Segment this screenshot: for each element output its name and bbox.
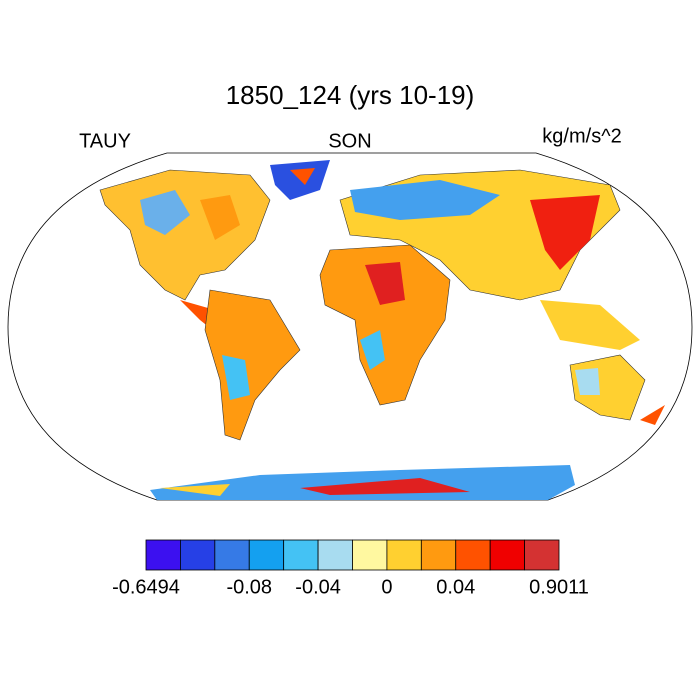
land-patch [140, 190, 190, 235]
land [640, 405, 665, 425]
colorbar-label: 0.9011 [529, 576, 589, 598]
colorbar-label: 0.04 [436, 576, 475, 598]
left-label: TAUY [79, 130, 131, 152]
colorbar-box [455, 539, 491, 571]
colorbar-box [145, 539, 181, 571]
land [150, 465, 575, 500]
center-label: SON [328, 130, 371, 152]
land-patch [160, 484, 230, 496]
land-patch [222, 355, 250, 400]
land-patch [290, 168, 315, 185]
title: 1850_124 (yrs 10-19) [226, 80, 475, 110]
colorbar-box [420, 539, 457, 571]
colorbar-box [214, 539, 250, 571]
colorbar-box [489, 539, 525, 571]
map-area [7, 152, 693, 501]
colorbar-box [317, 539, 353, 571]
colorbar-box [386, 539, 422, 571]
land-patch [300, 478, 470, 495]
land [204, 289, 301, 441]
colorbar: -0.6494 -0.08 -0.04 0 0.04 0.9011 [112, 539, 589, 598]
land-patch [200, 195, 240, 240]
land-patch [530, 195, 600, 270]
colorbar-label: -0.04 [295, 576, 341, 598]
colorbar-box [352, 539, 388, 571]
land-patch [365, 262, 405, 305]
land-patch [350, 180, 500, 220]
colorbar-box [283, 539, 319, 571]
land-patch [360, 330, 385, 370]
colorbar-label: 0 [381, 576, 392, 598]
land [540, 300, 640, 350]
colorbar-label: -0.6494 [112, 576, 180, 598]
units-label: kg/m/s^2 [542, 125, 621, 147]
land-patch [575, 368, 600, 395]
colorbar-box [180, 539, 216, 571]
land [319, 244, 451, 406]
colorbar-box [248, 539, 285, 571]
colorbar-box [524, 539, 560, 571]
colorbar-label: -0.08 [226, 576, 272, 598]
